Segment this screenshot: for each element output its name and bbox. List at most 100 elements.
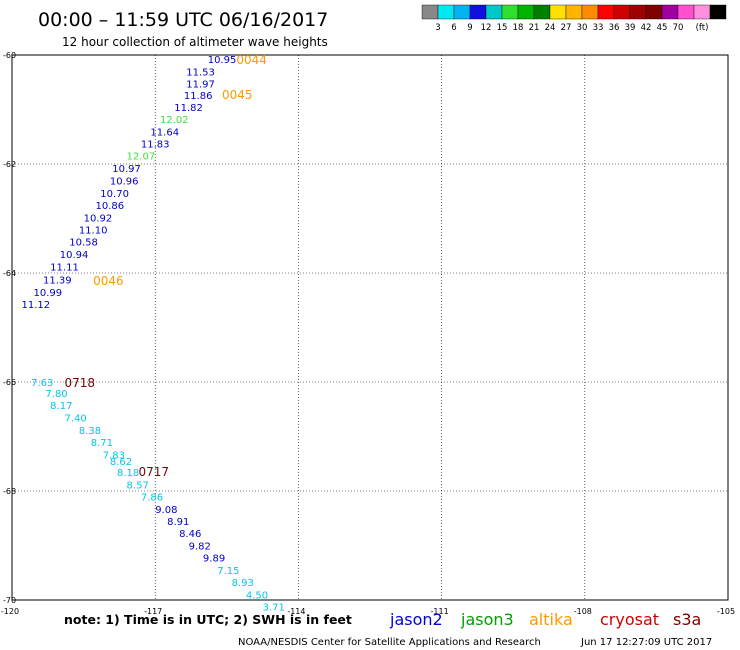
lat-tick-label: -62 xyxy=(3,160,16,169)
wave-height-value: 7.40 xyxy=(65,413,87,424)
satellite-label-altika: altika xyxy=(529,610,573,629)
legend-swatch xyxy=(485,4,503,20)
wave-height-values: 10.9511.5311.9711.8611.8212.0211.6411.83… xyxy=(22,55,285,614)
legend-label: (ft) xyxy=(696,23,709,33)
wave-height-value: 11.97 xyxy=(186,79,215,90)
legend-label: 36 xyxy=(609,23,620,33)
credit-text: NOAA/NESDIS Center for Satellite Applica… xyxy=(238,637,541,648)
legend-swatch xyxy=(501,4,519,20)
wave-height-value: 8.62 xyxy=(110,457,132,468)
legend-swatch xyxy=(549,4,567,20)
wave-height-value: 12.07 xyxy=(127,151,156,162)
wave-height-value: 11.82 xyxy=(174,103,203,114)
pass-number-label: 0045 xyxy=(222,88,253,102)
wave-height-value: 7.63 xyxy=(31,378,53,389)
wave-height-value: 12.02 xyxy=(160,115,189,126)
wave-height-value: 8.93 xyxy=(232,578,254,589)
wave-height-value: 10.97 xyxy=(112,164,141,175)
lon-tick-label: -117 xyxy=(144,607,162,616)
legend-label: 21 xyxy=(529,23,540,33)
legend-label: 27 xyxy=(561,23,572,33)
legend-swatch xyxy=(421,4,439,20)
axis-tick-labels: -60 -62 -64 -66 -68 -70 -120 -117 -114 -111 -108 -1… xyxy=(1,51,735,616)
legend-swatch xyxy=(453,4,471,20)
wave-height-value: 7.15 xyxy=(217,566,239,577)
legend-label: 42 xyxy=(641,23,652,33)
legend-label: 45 xyxy=(657,23,668,33)
wave-height-value: 8.91 xyxy=(167,517,189,528)
lon-tick-label: -108 xyxy=(574,607,592,616)
legend-swatch xyxy=(597,4,615,20)
legend-swatch xyxy=(581,4,599,20)
note-text: note: 1) Time is in UTC; 2) SWH is in fe… xyxy=(64,612,352,627)
satellite-label-jason2: jason2 xyxy=(389,610,443,629)
wave-height-value: 11.53 xyxy=(186,67,215,78)
legend-label: 9 xyxy=(467,23,472,33)
wave-height-value: 10.96 xyxy=(110,176,139,187)
wave-height-value: 8.57 xyxy=(127,480,149,491)
wave-height-value: 7.83 xyxy=(103,450,125,461)
wave-height-value: 10.92 xyxy=(84,213,113,224)
wave-height-value: 10.99 xyxy=(33,288,62,299)
satellite-label-jason3: jason3 xyxy=(460,610,514,629)
legend-swatch xyxy=(677,4,695,20)
legend-swatch xyxy=(469,4,487,20)
wave-height-value: 8.17 xyxy=(50,401,72,412)
legend-label: 12 xyxy=(481,23,492,33)
wave-height-value: 11.11 xyxy=(50,262,79,273)
wave-height-value: 11.83 xyxy=(141,139,170,150)
legend-label: 33 xyxy=(593,23,604,33)
lat-tick-label: -60 xyxy=(3,51,16,60)
satellite-legend: jason2 jason3 altika cryosat s3a xyxy=(389,610,701,629)
wave-height-value: 11.10 xyxy=(79,225,108,236)
wave-height-value: 11.86 xyxy=(184,91,213,102)
wave-height-value: 3.71 xyxy=(263,603,285,614)
wave-height-value: 10.94 xyxy=(60,250,89,261)
wave-height-value: 11.12 xyxy=(22,300,51,311)
pass-labels: 0044 0045 0046 0718 0717 xyxy=(65,53,267,479)
lat-tick-label: -66 xyxy=(3,378,16,387)
wave-height-value: 7.80 xyxy=(45,389,67,400)
legend-swatch xyxy=(437,4,455,20)
lat-tick-label: -70 xyxy=(3,596,16,605)
wave-height-value: 11.64 xyxy=(150,127,179,138)
color-scale-legend: 3 6 9 12 15 18 21 24 27 30 33 36 39 42 45 70 (ft) xyxy=(421,4,727,33)
pass-number-label: 0046 xyxy=(93,274,124,288)
legend-swatch xyxy=(613,4,631,20)
wave-height-value: 8.18 xyxy=(117,468,139,479)
wave-height-value: 9.82 xyxy=(189,542,211,553)
legend-label: 18 xyxy=(513,23,524,33)
wave-height-value: 10.95 xyxy=(208,55,237,66)
wave-height-value: 8.46 xyxy=(179,529,201,540)
lon-tick-label: -111 xyxy=(431,607,449,616)
wave-height-value: 9.89 xyxy=(203,553,225,564)
satellite-label-s3a: s3a xyxy=(673,610,701,629)
lon-tick-label: -105 xyxy=(717,607,735,616)
lon-tick-label: -120 xyxy=(1,607,19,616)
wave-height-value: 4.50 xyxy=(246,591,268,602)
legend-label: 30 xyxy=(577,23,588,33)
chart-subtitle: 12 hour collection of altimeter wave hei… xyxy=(62,35,328,49)
lon-tick-label: -114 xyxy=(287,607,305,616)
plot-frame xyxy=(11,54,729,601)
wave-height-value: 8.38 xyxy=(79,426,101,437)
satellite-label-cryosat: cryosat xyxy=(600,610,659,629)
wave-height-value: 10.58 xyxy=(69,237,98,248)
wave-height-value: 10.70 xyxy=(100,189,129,200)
legend-swatch xyxy=(709,4,727,20)
wave-height-value: 10.86 xyxy=(96,201,125,212)
legend-swatch xyxy=(629,4,647,20)
wave-height-value: 9.08 xyxy=(155,505,177,516)
lat-tick-label: -68 xyxy=(3,487,16,496)
lat-tick-label: -64 xyxy=(3,269,16,278)
legend-label: 39 xyxy=(625,23,636,33)
wave-height-value: 11.39 xyxy=(43,276,72,287)
pass-number-label: 0717 xyxy=(138,465,169,479)
wave-height-value: 7.86 xyxy=(141,492,163,503)
legend-swatch xyxy=(533,4,551,20)
legend-swatch xyxy=(565,4,583,20)
wave-height-value: 8.71 xyxy=(91,438,113,449)
legend-label: 15 xyxy=(497,23,508,33)
legend-label: 70 xyxy=(673,23,684,33)
